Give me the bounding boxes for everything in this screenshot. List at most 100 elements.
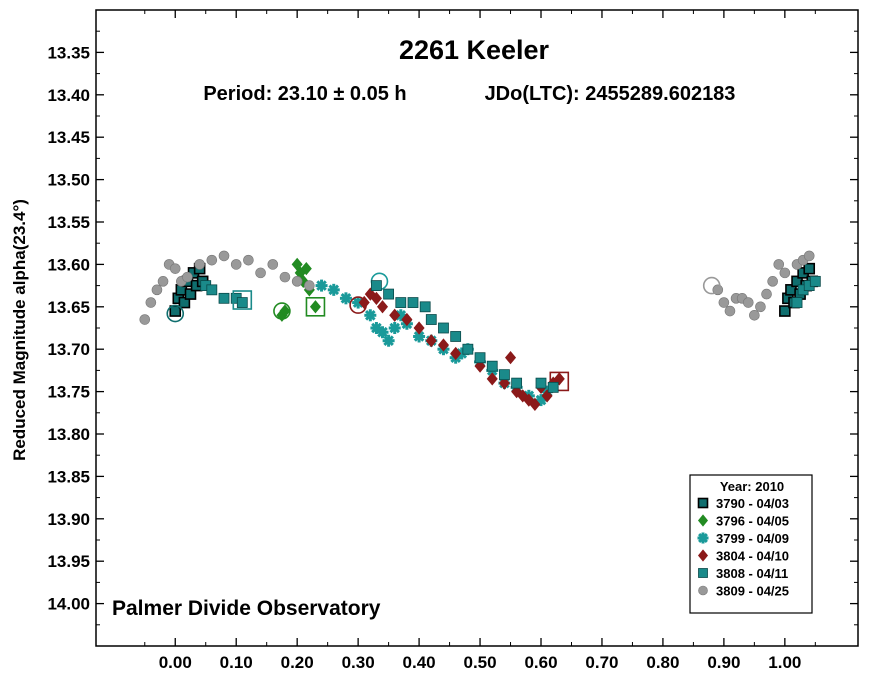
x-tick-label: 1.00 [768,653,801,672]
x-tick-label: 0.90 [707,653,740,672]
data-point [809,275,821,287]
y-tick-label: 13.70 [47,340,90,359]
epoch-end-square [305,296,326,317]
data-point [535,377,547,389]
asterisk-stroke [316,280,327,291]
data-point [218,250,230,262]
data-point [462,343,474,355]
data-point [255,267,266,279]
legend-items: 3790 - 04/03 3796 - 04/05 3799 - 04/09 3804… [697,496,789,599]
data-point [145,297,157,308]
data-point [139,314,151,325]
data-point [184,288,197,300]
x-tick-label: 0.50 [464,653,497,672]
data-point [304,280,315,291]
legend: Year: 2010 3790 - 04/03 3796 - 04/05 3799 … [689,474,813,614]
chart-title: 2261 Keeler [399,35,550,65]
data-point [419,301,431,313]
data-point [383,288,395,300]
data-point [407,297,419,308]
data-point [218,292,230,304]
legend-marker [697,497,709,509]
data-point [755,301,766,313]
data-point [742,297,754,308]
asterisk-stroke [365,309,376,321]
y-tick-label: 13.55 [47,213,90,232]
data-point [724,305,736,317]
x-tick-label: 0.40 [403,653,436,672]
y-tick-label: 13.60 [47,255,90,274]
data-point [499,369,510,381]
asterisk-stroke [698,533,708,543]
data-point [791,297,803,308]
data-point [773,259,785,270]
data-point [450,346,462,361]
data-point [486,360,498,372]
data-point [761,288,772,300]
y-tick-label: 13.45 [47,128,90,147]
data-point [230,259,242,270]
data-point [382,334,395,347]
y-tick-label: 13.95 [47,552,90,571]
x-tick-labels: 0.00 0.10 0.20 0.30 0.40 0.50 0.60 0.70 0.80 0.90… [159,653,802,672]
epoch-label: JDo(LTC): 2455289.602183 [485,83,736,105]
data-point [779,267,791,279]
data-point [151,284,163,296]
data-point [371,280,382,292]
epoch-end-square [549,371,570,392]
data-point [803,250,815,262]
data-point [413,321,425,335]
data-point [498,376,510,390]
data-point [425,314,437,325]
asterisk-stroke [377,326,388,338]
data-point [425,334,437,348]
data-point [182,271,193,283]
data-point [474,359,486,373]
data-point [547,381,559,393]
data-point [315,279,328,292]
epoch-end-square [232,290,253,310]
series-group [200,275,821,393]
data-point [309,300,321,314]
data-point [505,351,517,365]
y-tick-label: 13.40 [47,86,90,105]
data-point [279,271,291,283]
data-point [267,259,279,270]
legend-marker [698,568,708,578]
series-group [273,257,326,322]
y-tick-label: 13.75 [47,383,90,402]
y-tick-label: 13.85 [47,467,90,486]
legend-marker [697,532,709,544]
epoch-start-circle [273,302,291,320]
legend-label: 3809 - 04/25 [716,584,789,599]
data-point [749,309,760,321]
y-axis-label: Reduced Magnitude alpha(23.4°) [10,199,29,461]
data-point [279,304,291,318]
data-point [541,389,553,403]
data-point [803,262,816,275]
data-point [291,276,303,287]
data-point [529,397,541,411]
observatory-watermark: Palmer Divide Observatory [112,597,381,620]
axis-ticks [96,10,858,646]
epoch-start-circle [166,304,185,323]
y-tick-label: 13.90 [47,510,90,529]
asterisk-stroke [383,335,394,347]
legend-marker [697,514,709,527]
legend-marker [698,585,708,596]
y-tick-label: 13.50 [47,171,90,190]
asterisk-stroke [395,309,407,321]
data-point [206,254,218,266]
x-tick-label: 0.10 [220,653,253,672]
legend-label: 3808 - 04/11 [716,566,788,581]
data-point [553,372,565,386]
legend-label: 3796 - 04/05 [716,514,789,529]
x-tick-label: 0.20 [281,653,314,672]
data-point [486,372,498,386]
data-point [178,296,191,309]
data-point [388,322,401,334]
data-point [450,331,462,342]
epoch-start-circle [702,276,721,295]
data-point [157,276,169,287]
